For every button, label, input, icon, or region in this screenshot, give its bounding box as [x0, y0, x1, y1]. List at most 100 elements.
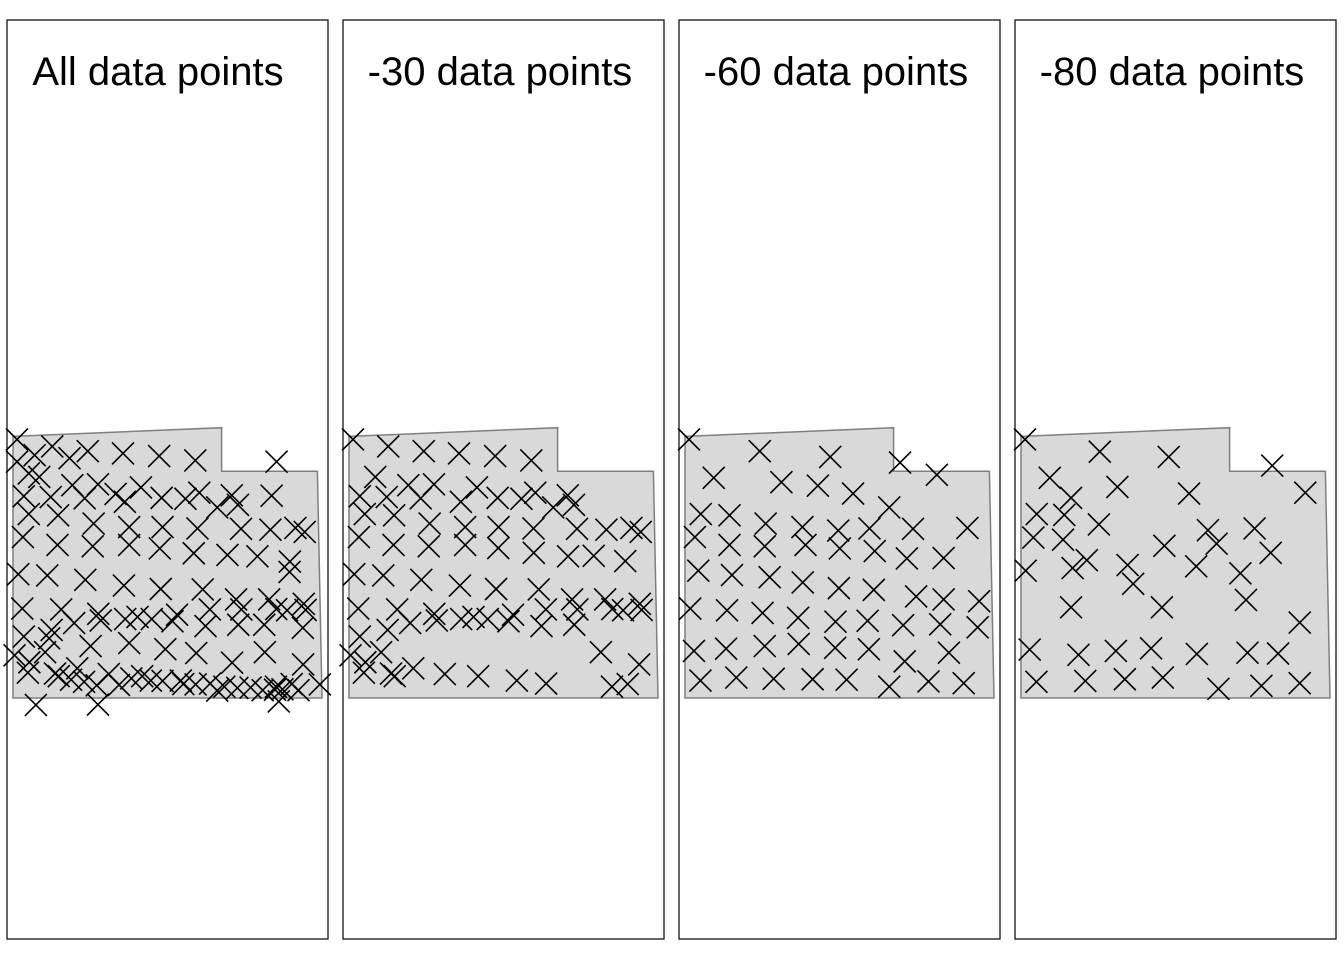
data-point-x-marker [562, 493, 586, 517]
panel-title: -60 data points [704, 50, 969, 94]
data-point-x-marker [594, 518, 618, 542]
data-point-x-marker [381, 533, 406, 557]
data-point-x-marker [294, 598, 318, 622]
data-point-x-marker [818, 445, 842, 469]
data-point-x-marker [150, 515, 175, 539]
data-point-x-marker [1249, 674, 1273, 698]
data-point-x-marker [150, 486, 174, 510]
data-point-x-marker [37, 626, 61, 650]
data-point-x-marker [891, 613, 915, 637]
data-point-x-marker [717, 503, 742, 527]
data-point-x-marker [932, 587, 956, 612]
data-point-x-marker [277, 560, 302, 584]
data-point-x-marker [363, 465, 387, 489]
data-point-x-marker [786, 606, 810, 630]
data-point-x-marker [1059, 486, 1083, 510]
data-point-x-marker [1206, 677, 1231, 701]
data-point-x-marker [251, 678, 275, 702]
data-point-x-marker [600, 675, 624, 699]
data-point-x-marker [534, 672, 558, 696]
data-point-x-marker [877, 495, 901, 520]
data-point-x-marker [12, 624, 36, 649]
data-point-x-marker [147, 444, 171, 468]
data-point-x-marker [714, 637, 738, 661]
data-point-x-marker [1139, 636, 1163, 660]
data-point-x-marker [806, 474, 830, 498]
data-point-x-marker [226, 493, 250, 517]
data-point-x-marker [417, 534, 441, 558]
data-point-x-marker [1157, 445, 1181, 469]
data-point-x-marker [369, 640, 393, 664]
data-point-x-marker [425, 608, 449, 632]
data-point-x-marker [877, 675, 901, 699]
data-point-x-marker [619, 516, 643, 540]
data-point-x-marker [793, 533, 818, 557]
data-point-x-marker [401, 656, 425, 680]
data-point-x-marker [205, 495, 229, 520]
data-point-x-marker [346, 597, 370, 621]
data-point-x-marker [35, 563, 59, 588]
data-point-x-marker [292, 592, 316, 616]
data-point-x-marker [1073, 669, 1097, 693]
data-point-x-marker [160, 609, 185, 633]
data-point-x-marker [835, 668, 859, 692]
data-point-x-marker [447, 441, 471, 465]
data-point-x-marker [476, 607, 500, 631]
data-point-x-marker [65, 656, 89, 680]
data-point-x-marker [376, 618, 400, 642]
data-point-x-marker [556, 544, 580, 568]
data-point-x-marker [185, 516, 210, 540]
data-point-x-marker [677, 427, 701, 452]
data-point-x-marker [226, 613, 250, 637]
data-point-x-marker [1087, 512, 1111, 537]
data-point-x-marker [1235, 641, 1260, 665]
data-point-x-marker [521, 516, 546, 540]
data-point-x-marker [1243, 516, 1267, 540]
data-point-x-marker [1177, 481, 1201, 506]
data-point-x-marker [113, 490, 137, 514]
data-point-x-marker [715, 598, 739, 622]
data-point-x-marker [220, 651, 244, 675]
data-point-x-marker [565, 597, 589, 622]
data-point-x-marker [17, 502, 41, 526]
data-point-x-marker [932, 546, 956, 570]
data-point-x-marker [348, 484, 372, 508]
data-point-x-marker [347, 525, 371, 549]
data-point-x-marker [1051, 528, 1075, 552]
data-point-x-marker [753, 534, 777, 558]
data-point-x-marker [565, 517, 589, 541]
data-point-x-marker [398, 611, 422, 635]
data-point-x-marker [758, 565, 782, 589]
data-point-x-marker [762, 667, 786, 691]
data-point-x-marker [1038, 466, 1062, 490]
data-point-x-marker [264, 597, 288, 621]
data-point-x-marker [257, 587, 281, 612]
data-point-x-marker [519, 448, 543, 472]
data-point-x-marker [57, 446, 82, 470]
data-point-x-marker [352, 661, 376, 685]
data-point-x-marker [104, 482, 128, 506]
data-point-x-marker [433, 662, 457, 686]
data-point-x-marker [937, 641, 961, 665]
data-point-x-marker [827, 576, 851, 600]
data-point-x-marker [791, 570, 815, 595]
data-point-x-marker [187, 481, 211, 505]
data-point-x-marker [62, 611, 86, 635]
data-point-x-marker [73, 486, 97, 510]
data-point-x-marker [967, 589, 991, 613]
data-point-x-marker [1116, 553, 1140, 577]
data-point-x-marker [486, 486, 510, 510]
data-point-x-marker [82, 512, 106, 536]
data-point-x-marker [466, 664, 490, 688]
data-point-x-marker [6, 562, 30, 586]
data-point-x-marker [376, 434, 400, 458]
data-point-x-marker [73, 568, 97, 592]
panel-title: All data points [32, 50, 283, 94]
data-point-x-marker [449, 607, 473, 631]
data-point-x-marker [724, 665, 748, 690]
data-point-x-marker [682, 639, 706, 663]
data-point-x-marker [1260, 454, 1284, 478]
data-point-x-marker [925, 463, 949, 487]
data-point-x-marker [81, 534, 105, 558]
data-point-x-marker [1152, 534, 1176, 558]
